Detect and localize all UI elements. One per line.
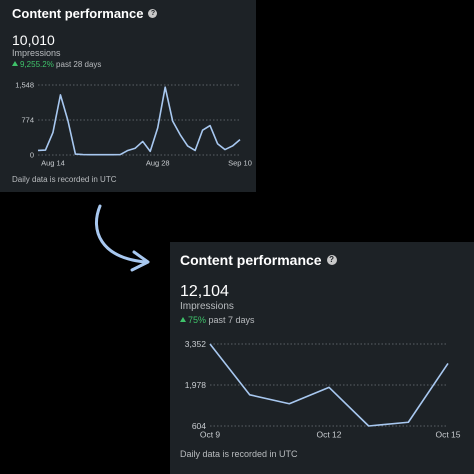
- utc-note: Daily data is recorded in UTC: [180, 449, 298, 459]
- help-icon[interactable]: ?: [326, 255, 337, 265]
- content-performance-card-28-days: Content performance ? 10,010 Impressions…: [0, 0, 256, 192]
- y-tick-label: 604: [192, 421, 206, 431]
- change-period: past 7 days: [208, 315, 255, 325]
- metric-label: Impressions: [12, 48, 61, 58]
- change-percent: 75%: [188, 315, 207, 325]
- change-percent: 9,255.2%: [20, 60, 54, 69]
- x-tick-label: Oct 15: [435, 430, 460, 440]
- impressions-line-chart: 1,548 774 0 Aug 14 Aug 28 Sep 10: [15, 81, 252, 168]
- metric-label: Impressions: [180, 301, 234, 312]
- impressions-series-line: [37, 86, 241, 156]
- x-tick-label: Oct 9: [200, 430, 221, 440]
- card-header: Content performance ?: [12, 6, 158, 21]
- help-icon[interactable]: ?: [148, 9, 158, 18]
- y-tick-label: 1,548: [15, 81, 34, 90]
- y-tick-label: 0: [30, 151, 34, 160]
- y-tick-label: 3,352: [185, 339, 207, 349]
- arrow-up-icon: [12, 61, 18, 66]
- card-title: Content performance: [12, 6, 144, 21]
- card-title: Content performance: [180, 252, 322, 268]
- impressions-total: 12,104: [180, 283, 229, 300]
- arrow-up-icon: [180, 317, 186, 322]
- utc-note: Daily data is recorded in UTC: [12, 175, 117, 184]
- x-tick-label: Sep 10: [228, 159, 252, 168]
- card-header: Content performance ?: [180, 252, 337, 268]
- impressions-total: 10,010: [12, 32, 55, 48]
- x-tick-label: Aug 14: [41, 159, 65, 168]
- y-tick-label: 1,978: [185, 380, 207, 390]
- y-tick-label: 774: [21, 116, 34, 125]
- change-indicator: 9,255.2% past 28 days: [12, 60, 101, 69]
- curved-arrow-icon: [95, 204, 150, 272]
- change-period: past 28 days: [56, 60, 102, 69]
- change-indicator: 75% past 7 days: [180, 315, 255, 325]
- x-tick-label: Aug 28: [146, 159, 170, 168]
- x-tick-label: Oct 12: [316, 430, 341, 440]
